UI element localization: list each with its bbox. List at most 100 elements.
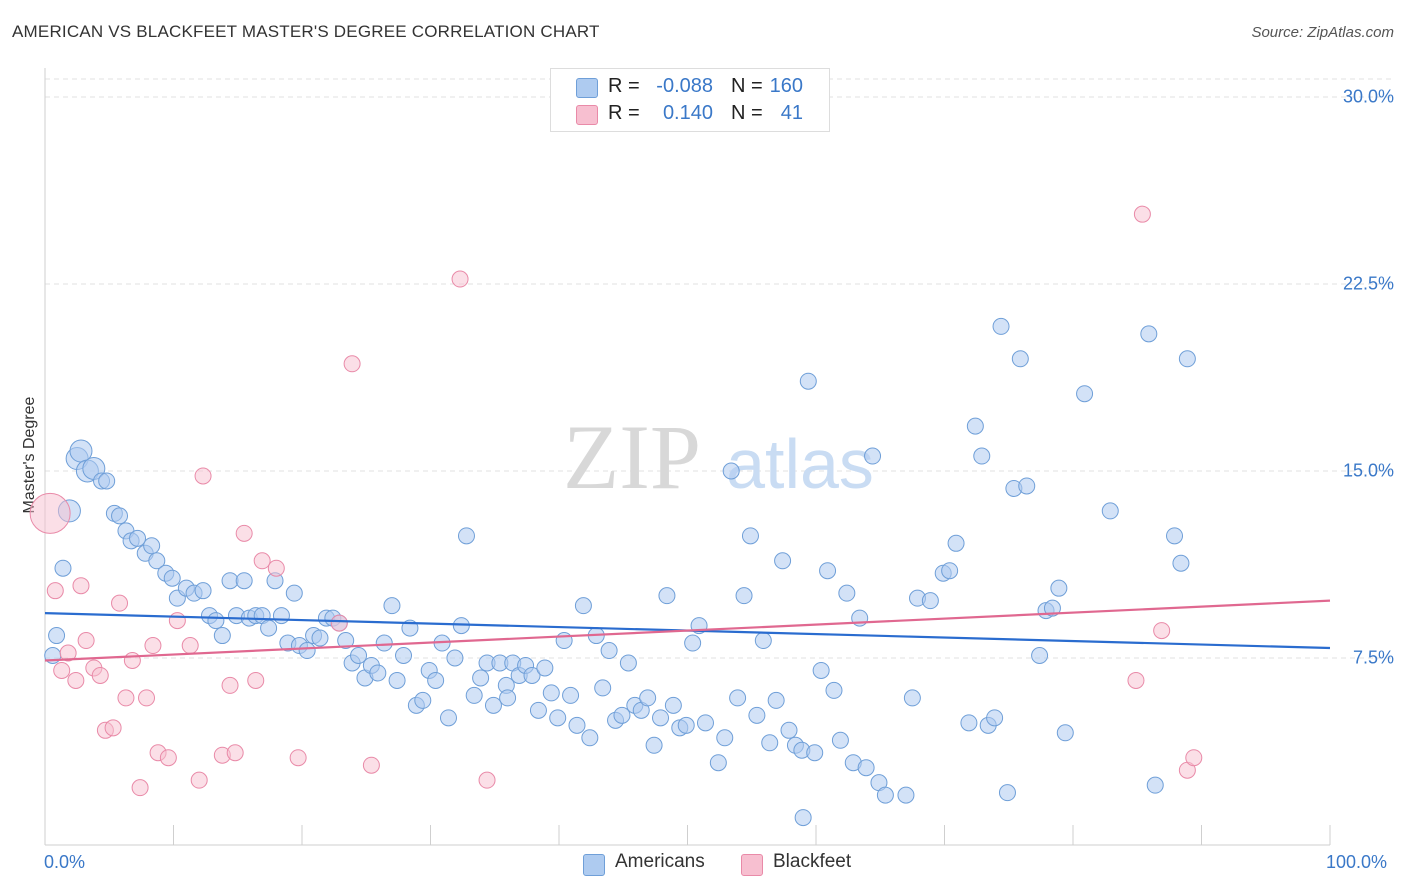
americans-point: [1043, 599, 1061, 617]
americans-point: [903, 689, 921, 707]
americans-point: [684, 634, 702, 652]
americans-point: [427, 671, 445, 689]
americans-point: [998, 784, 1016, 802]
americans-point: [767, 691, 785, 709]
americans-swatch: [576, 78, 598, 98]
americans-point: [98, 472, 116, 490]
americans-point: [54, 559, 72, 577]
watermark: ZIP atlas: [563, 406, 874, 508]
americans-point: [600, 642, 618, 660]
americans-point: [235, 572, 253, 590]
blackfeet-point: [131, 779, 149, 797]
americans-legend-label: Americans: [615, 851, 705, 872]
americans-point: [754, 632, 772, 650]
legend-r-label: R =: [608, 75, 640, 97]
americans-point: [857, 759, 875, 777]
americans-point: [337, 632, 355, 650]
blackfeet-points: [29, 205, 1203, 797]
watermark-atlas: atlas: [726, 425, 874, 503]
blackfeet-point: [343, 355, 361, 373]
blackfeet-point: [117, 689, 135, 707]
x-tick-label-max: 100.0%: [1326, 852, 1388, 872]
americans-point: [1166, 527, 1184, 545]
americans-point: [298, 642, 316, 660]
legend-r-value: -0.088: [656, 75, 713, 97]
americans-point: [735, 587, 753, 605]
americans-point: [921, 592, 939, 610]
blackfeet-point: [1133, 205, 1151, 223]
americans-point: [780, 721, 798, 739]
americans-point: [825, 681, 843, 699]
americans-point: [395, 647, 413, 665]
americans-point: [221, 572, 239, 590]
blackfeet-point: [72, 577, 90, 595]
blackfeet-trend-line: [44, 599, 1331, 662]
legend-row-americans: R = -0.088 N = 160: [551, 74, 829, 100]
americans-point: [542, 684, 560, 702]
y-tick-label: 7.5%: [1352, 647, 1394, 668]
legend-n-label: N =: [731, 102, 763, 124]
americans-legend-swatch: [583, 854, 605, 876]
americans-point: [806, 744, 824, 762]
correlation-legend: R = -0.088 N = 160 R = 0.140 N = 41: [550, 68, 830, 132]
americans-point: [819, 562, 837, 580]
americans-point: [1178, 350, 1196, 368]
blackfeet-point: [267, 559, 285, 577]
americans-point: [194, 582, 212, 600]
americans-point: [439, 709, 457, 727]
americans-point: [1011, 350, 1029, 368]
blackfeet-point: [144, 637, 162, 655]
americans-point: [375, 634, 393, 652]
americans-point: [213, 627, 231, 645]
americans-point: [761, 734, 779, 752]
legend-n-label: N =: [731, 75, 763, 97]
americans-point: [1172, 554, 1190, 572]
blackfeet-swatch: [576, 105, 598, 125]
chart-title: AMERICAN VS BLACKFEET MASTER'S DEGREE CO…: [12, 22, 600, 41]
americans-point: [285, 584, 303, 602]
americans-point: [748, 706, 766, 724]
americans-point: [1146, 776, 1164, 794]
blackfeet-point: [1127, 671, 1145, 689]
blackfeet-point: [1153, 622, 1171, 640]
americans-point: [465, 686, 483, 704]
americans-point: [311, 629, 329, 647]
americans-point: [794, 809, 812, 827]
blackfeet-point: [123, 651, 141, 669]
americans-point: [383, 597, 401, 615]
americans-point: [831, 731, 849, 749]
americans-point: [581, 729, 599, 747]
blackfeet-point: [53, 661, 71, 679]
y-tick-label: 22.5%: [1342, 273, 1394, 294]
blackfeet-point: [138, 689, 156, 707]
blackfeet-point: [104, 719, 122, 737]
americans-point: [966, 417, 984, 435]
americans-point: [1101, 502, 1119, 520]
americans-point: [652, 709, 670, 727]
source-label: Source: ZipAtlas.com: [1251, 24, 1394, 41]
americans-point: [729, 689, 747, 707]
americans-point: [838, 584, 856, 602]
americans-point: [414, 691, 432, 709]
legend-row-blackfeet: R = 0.140 N = 41: [551, 101, 829, 127]
blackfeet-point: [59, 644, 77, 662]
americans-point: [960, 714, 978, 732]
americans-point: [1140, 325, 1158, 343]
y-tick-label: 30.0%: [1342, 86, 1394, 107]
americans-point: [973, 447, 991, 465]
blackfeet-point: [46, 582, 64, 600]
americans-point: [947, 534, 965, 552]
blackfeet-point: [226, 744, 244, 762]
watermark-zip: ZIP: [563, 406, 701, 508]
americans-point: [499, 689, 517, 707]
americans-point: [664, 696, 682, 714]
americans-point: [484, 696, 502, 714]
americans-point: [941, 562, 959, 580]
americans-point: [639, 689, 657, 707]
trend-lines: [44, 599, 1331, 662]
blackfeet-point: [67, 671, 85, 689]
americans-point: [272, 607, 290, 625]
blackfeet-point: [253, 552, 271, 570]
legend-r-value: 0.140: [662, 102, 713, 124]
